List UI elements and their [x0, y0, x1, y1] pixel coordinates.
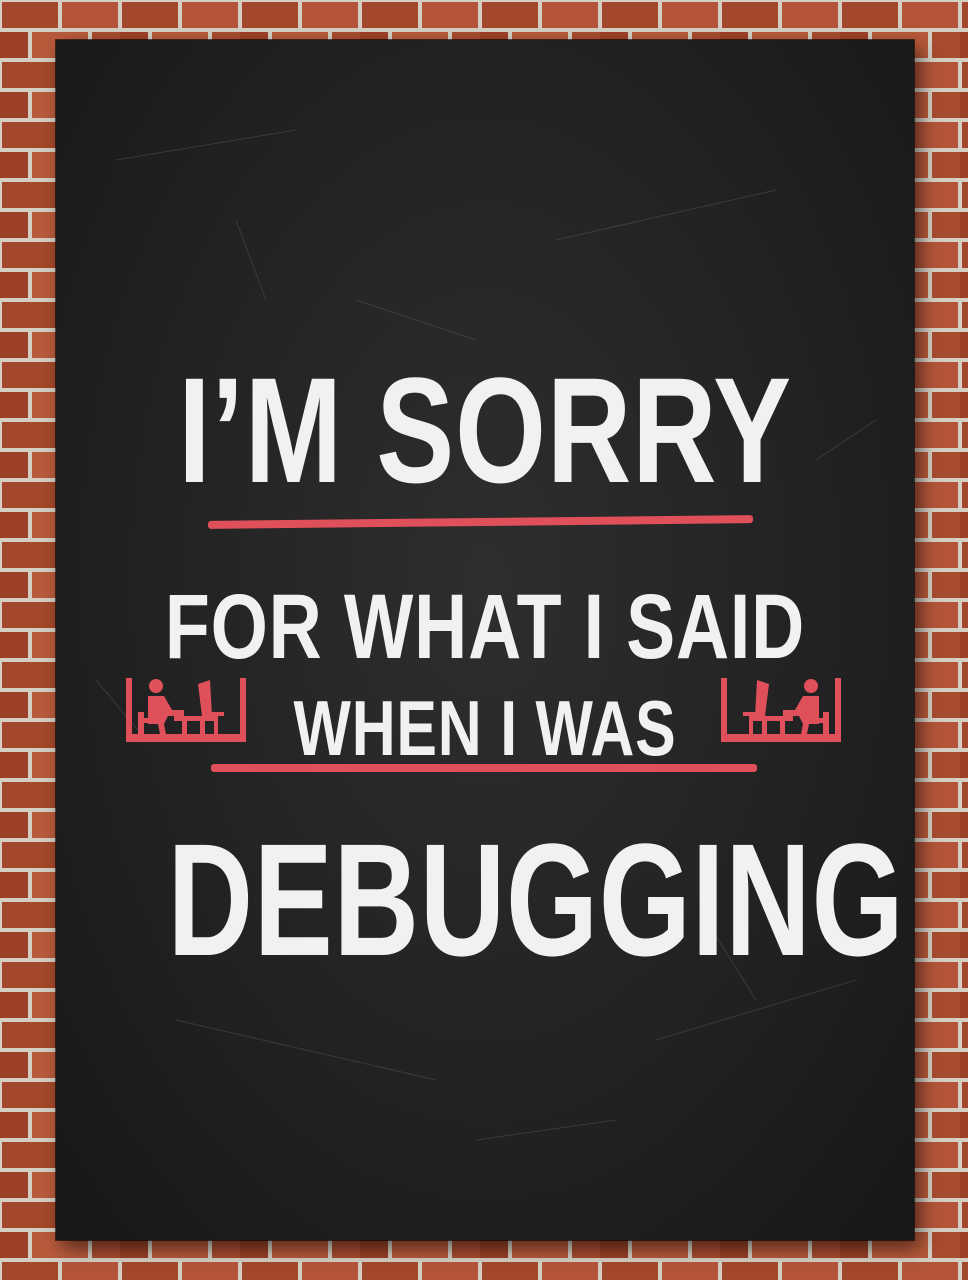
headline-for-what-i-said: FOR WHAT I SAID — [164, 576, 806, 678]
headline-when-i-was: WHEN I WAS — [293, 684, 677, 772]
person-at-computer-icon — [126, 678, 246, 742]
accent-rule-bottom — [211, 764, 757, 772]
poster: I’M SORRY FOR WHAT I SAID WHEN I WAS — [56, 40, 914, 1240]
person-at-computer-icon — [721, 678, 841, 742]
headline-debugging: DEBUGGING — [167, 810, 905, 989]
chalkboard-texture — [95, 129, 877, 1141]
headline-im-sorry: I’M SORRY — [178, 346, 792, 514]
